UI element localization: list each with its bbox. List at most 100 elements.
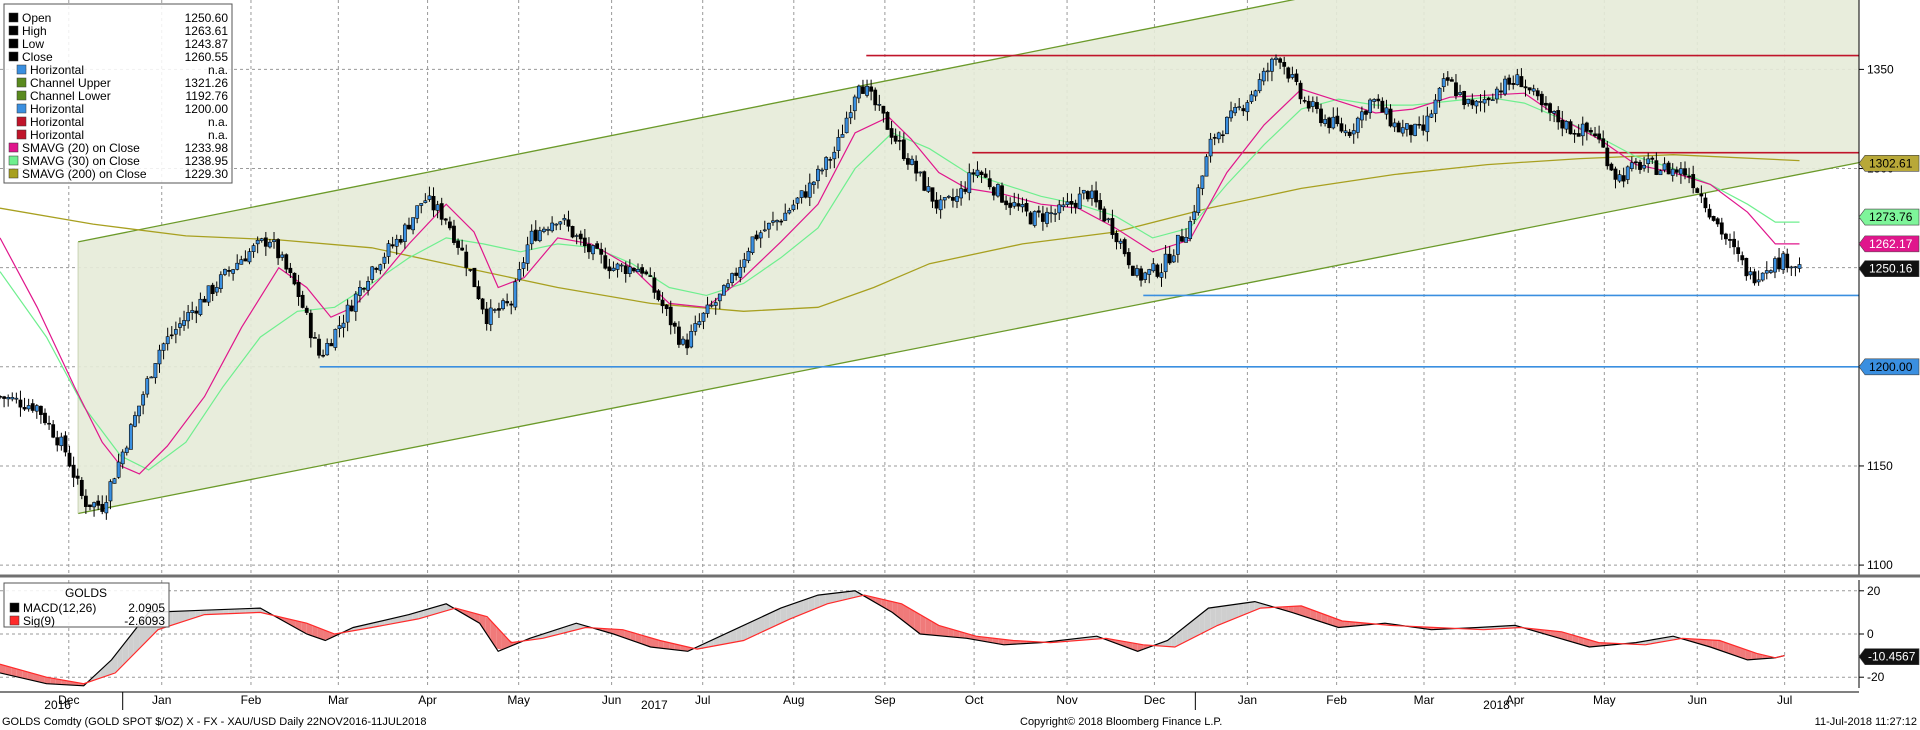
footer-timestamp: 11-Jul-2018 11:27:12 xyxy=(1815,716,1917,728)
macd-fill xyxy=(797,600,804,616)
macd-lines xyxy=(0,590,1785,687)
candle-body xyxy=(1687,175,1691,178)
sma20-line xyxy=(0,88,1800,475)
macd-fill xyxy=(808,596,815,612)
candle-body xyxy=(1674,169,1679,173)
macd-fill xyxy=(1332,617,1339,628)
candle-body xyxy=(513,281,518,308)
candle-body xyxy=(317,338,321,356)
candle-body xyxy=(288,267,293,274)
price-tag-value: 1262.17 xyxy=(1869,237,1913,251)
candle-body xyxy=(1261,70,1266,82)
candle-body xyxy=(1597,133,1602,140)
legend-value: 1321.26 xyxy=(185,76,229,90)
candle-body xyxy=(554,223,559,226)
candle-body xyxy=(689,331,694,348)
candle-body xyxy=(517,269,522,281)
legend-value: 1192.76 xyxy=(186,89,229,103)
macd-fill xyxy=(435,605,441,615)
candle-body xyxy=(1707,208,1712,218)
macd-fill xyxy=(819,594,826,607)
candle-body xyxy=(1077,193,1082,209)
candle-body xyxy=(1216,132,1221,140)
macd-fill xyxy=(1221,605,1227,624)
macd-fill xyxy=(39,675,45,684)
macd-legend-label: MACD(12,26) xyxy=(23,601,96,615)
month-tick-label: Mar xyxy=(328,693,349,707)
candle-body xyxy=(1302,100,1307,102)
candle-body xyxy=(112,478,117,484)
candle-body xyxy=(210,284,215,295)
candle-body xyxy=(832,151,837,160)
candle-body xyxy=(280,254,285,258)
candle-body xyxy=(918,171,923,174)
candle-body xyxy=(537,230,542,242)
candle-body xyxy=(1028,212,1033,225)
candle-body xyxy=(2,396,6,399)
candle-body xyxy=(1392,122,1397,128)
macd-fill xyxy=(1344,621,1350,628)
horizontal-lines xyxy=(319,54,1859,368)
candle-body xyxy=(374,267,379,270)
macd-fill xyxy=(128,631,134,660)
candle-body xyxy=(587,244,591,253)
candle-body xyxy=(419,203,424,206)
candle-body xyxy=(615,263,620,270)
candle-body xyxy=(96,500,101,506)
macd-fill xyxy=(16,668,23,679)
candle-body xyxy=(325,343,330,356)
price-tag-box xyxy=(1858,260,1920,277)
candle-body xyxy=(1679,168,1683,175)
candle-body xyxy=(1462,91,1467,106)
price-tag-box xyxy=(1858,358,1920,376)
candle-body xyxy=(18,399,23,408)
candle-body xyxy=(231,269,236,274)
legend-value: 1260.55 xyxy=(185,50,229,64)
candle-body xyxy=(885,111,890,130)
month-tick-label: Jun xyxy=(602,693,621,707)
candle-body xyxy=(276,239,281,259)
macd-fill xyxy=(725,631,731,644)
legend-swatch xyxy=(8,142,19,153)
candle-body xyxy=(1225,116,1229,135)
candle-body xyxy=(799,190,804,198)
legend-value: n.a. xyxy=(208,63,228,77)
candle-body xyxy=(145,378,150,395)
candle-body xyxy=(1781,253,1786,270)
candle-body xyxy=(411,217,415,231)
candle-body xyxy=(460,247,465,251)
legend-value: 1200.00 xyxy=(185,102,229,116)
candle-body xyxy=(1625,166,1630,180)
candle-body xyxy=(619,264,624,267)
macd-fill xyxy=(44,676,51,684)
candle-body xyxy=(120,451,125,465)
candle-body xyxy=(268,241,272,248)
candle-body xyxy=(1196,187,1201,214)
legend-label: Horizontal xyxy=(30,63,84,77)
month-tick-label: Jan xyxy=(1238,693,1257,707)
candle-body xyxy=(1335,115,1340,125)
candle-body xyxy=(202,298,207,303)
macd-fill xyxy=(1717,640,1724,652)
legend-swatch xyxy=(16,129,27,140)
candle-body xyxy=(1634,161,1638,164)
candle-body xyxy=(1777,257,1781,270)
macd-fill xyxy=(1712,640,1718,650)
candle-body xyxy=(1764,270,1769,274)
legend-swatch xyxy=(8,51,19,62)
candle-body xyxy=(664,304,669,310)
candle-body xyxy=(1143,272,1148,280)
candle-body xyxy=(1580,123,1585,137)
legend-label: SMAVG (20) on Close xyxy=(22,141,140,155)
candle-body xyxy=(51,424,56,438)
sma200-line xyxy=(0,154,1800,312)
candle-body xyxy=(358,287,362,296)
candle-body xyxy=(1090,190,1094,199)
macd-fill xyxy=(133,624,140,655)
macd-fill xyxy=(1003,639,1010,645)
candle-body xyxy=(178,323,182,328)
month-tick-label: Feb xyxy=(241,693,262,707)
candle-body xyxy=(873,89,878,106)
candle-body xyxy=(566,219,571,227)
candle-body xyxy=(959,188,964,199)
